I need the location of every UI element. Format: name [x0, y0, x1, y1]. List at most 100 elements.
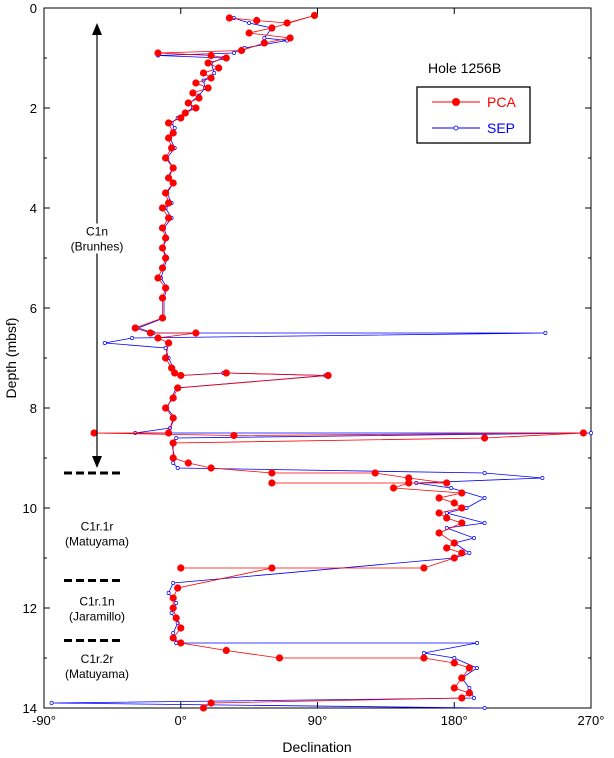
pca-point	[458, 489, 466, 497]
pca-point	[458, 519, 466, 527]
pca-point	[162, 404, 170, 412]
pca-point	[443, 514, 451, 522]
pca-point	[268, 469, 276, 477]
pca-point	[168, 144, 176, 152]
y-axis-label: Depth (mbsf)	[3, 318, 19, 399]
pca-point	[458, 549, 466, 557]
y-tick-label: 0	[30, 1, 37, 16]
pca-point	[245, 29, 253, 37]
sep-point	[171, 461, 176, 465]
legend-sep-marker	[453, 125, 459, 131]
x-tick-label: 180°	[441, 713, 468, 728]
sep-point	[449, 486, 454, 490]
pca-point	[458, 694, 466, 702]
pca-point	[283, 19, 291, 27]
pca-point	[215, 64, 223, 72]
legend-pca-marker	[452, 98, 460, 106]
pca-point	[169, 634, 177, 642]
x-axis-label: Declination	[282, 739, 351, 755]
pca-point	[199, 704, 208, 712]
pca-point	[192, 79, 200, 87]
pca-point	[169, 414, 177, 422]
pca-point	[371, 469, 379, 477]
pca-point	[207, 51, 215, 60]
pca-point	[450, 659, 458, 667]
chron-label: (Brunhes)	[71, 240, 124, 254]
pca-point	[465, 689, 473, 697]
sep-point	[467, 686, 472, 690]
pca-point	[165, 429, 173, 437]
pca-point	[450, 539, 458, 547]
pca-point	[189, 89, 197, 97]
pca-point	[154, 49, 162, 57]
legend-box	[416, 86, 531, 144]
sep-point	[452, 656, 457, 660]
chron-label: C1r.1n	[79, 595, 114, 609]
pca-point	[158, 224, 167, 232]
sep-point	[163, 346, 168, 350]
chron-label: C1r.2r	[81, 652, 114, 666]
pca-point	[450, 554, 458, 562]
pca-point	[420, 654, 428, 662]
pca-point	[435, 529, 443, 537]
pca-point	[158, 314, 167, 322]
pca-point	[169, 129, 177, 137]
pca-point	[177, 639, 185, 647]
series-pca	[90, 11, 588, 712]
pca-point	[169, 164, 177, 172]
pca-point	[481, 434, 489, 442]
pca-point	[177, 371, 185, 380]
sep-point	[49, 701, 54, 705]
pca-point	[420, 564, 428, 572]
y-tick-label: 12	[23, 601, 37, 616]
pca-point	[162, 154, 170, 162]
pca-point	[253, 16, 261, 25]
sep-point	[543, 331, 548, 335]
pca-point	[154, 334, 162, 342]
pca-point	[458, 674, 466, 682]
axis-ticks: -90° 0° 90° 180° 270° 0 2 4 6 8 10 12 14	[23, 1, 605, 728]
sep-point	[212, 71, 217, 75]
chron-label: C1n	[86, 225, 108, 239]
pca-point	[181, 109, 189, 117]
pca-point	[90, 429, 98, 437]
sep-point	[174, 601, 179, 605]
y-tick-label: 10	[23, 501, 37, 516]
pca-point	[169, 179, 177, 187]
pca-point	[146, 329, 154, 337]
pca-point	[192, 104, 200, 112]
pca-point	[195, 94, 203, 102]
pca-point	[207, 464, 215, 472]
legend-pca-label: PCA	[487, 94, 516, 110]
chron-label: (Jaramillo)	[69, 610, 125, 624]
pca-point	[162, 254, 170, 262]
pca-point	[579, 429, 588, 437]
series-layer	[49, 11, 593, 712]
pca-point	[192, 329, 200, 337]
pca-point	[162, 284, 170, 292]
pca-point	[204, 59, 212, 67]
pca-point	[450, 499, 458, 507]
sep-point	[472, 536, 476, 540]
legend-sep-label: SEP	[487, 120, 515, 136]
sep-point	[102, 341, 107, 345]
pca-point	[162, 189, 170, 197]
sep-point	[482, 706, 487, 710]
sep-point	[247, 21, 252, 25]
pca-point	[158, 204, 167, 212]
pca-point	[310, 11, 319, 20]
x-tick-label: 90°	[308, 713, 328, 728]
sep-point	[262, 36, 267, 40]
chron-label-bg	[59, 238, 135, 254]
sep-point	[482, 496, 487, 500]
chron-arrow-head-up	[92, 23, 102, 35]
sep-point	[475, 641, 479, 645]
pca-point	[458, 504, 466, 512]
pca-point	[268, 479, 276, 487]
pca-point	[435, 509, 443, 517]
sep-point	[482, 521, 487, 525]
pca-point	[162, 234, 170, 242]
sep-point	[166, 591, 171, 595]
pca-point	[165, 199, 173, 207]
